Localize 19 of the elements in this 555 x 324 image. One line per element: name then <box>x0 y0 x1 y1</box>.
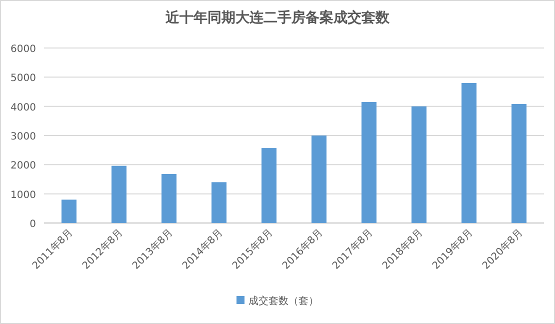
y-tick-label: 1000 <box>10 190 36 201</box>
y-tick-label: 0 <box>30 219 36 230</box>
bar <box>212 182 226 223</box>
y-tick-label: 5000 <box>10 73 36 84</box>
legend-label: 成交套数（套） <box>248 295 318 307</box>
y-tick-label: 3000 <box>10 132 36 142</box>
bar <box>462 83 476 223</box>
y-tick-label: 4000 <box>10 102 36 114</box>
bar <box>362 102 376 223</box>
bar <box>112 166 126 223</box>
bar <box>312 136 326 223</box>
y-tick-label: 2000 <box>10 160 36 172</box>
bar <box>262 148 276 223</box>
y-tick-label: 6000 <box>10 44 36 55</box>
bar <box>62 200 76 223</box>
bar <box>412 106 426 223</box>
bar <box>162 174 176 223</box>
chart-title: 近十年同期大连二手房备案成交套数 <box>164 9 390 26</box>
bar <box>512 104 526 223</box>
